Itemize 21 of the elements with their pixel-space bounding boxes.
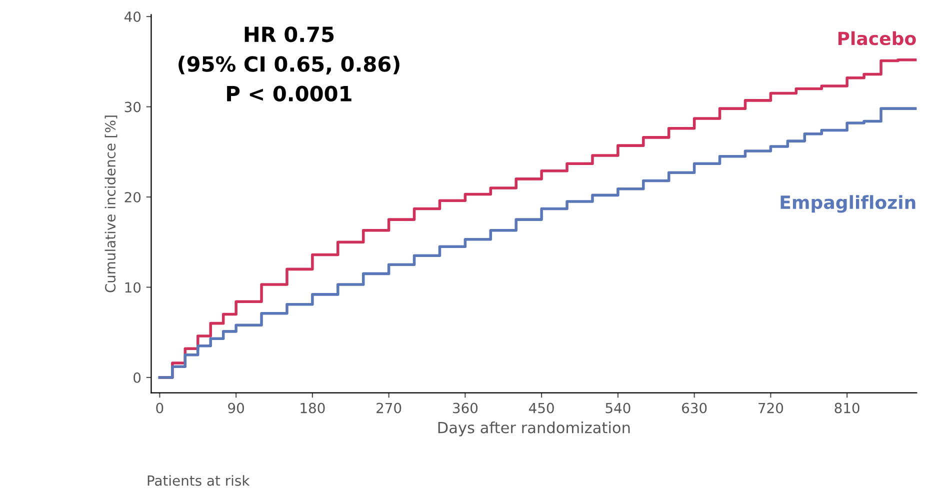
x-tick-label: 720 [758, 402, 784, 414]
x-tick-label: 90 [228, 402, 244, 414]
x-tick-label: 270 [376, 402, 402, 414]
y-tick-label: 10 [125, 282, 141, 293]
y-tick-label: 20 [124, 192, 141, 202]
x-tick-label: 450 [528, 402, 554, 414]
text: Patients at risk [148, 475, 250, 486]
y-axis-title: Cumulative incidence [%] [104, 116, 118, 292]
x-tick-label: 630 [682, 402, 707, 414]
annotation: HR 0.75 (95% CI 0.65, 0.86) P < 0.0001 [178, 26, 400, 102]
text: Empagliflozin [780, 195, 916, 213]
x-tick-label: 180 [300, 402, 325, 414]
x-tick-label: 810 [834, 402, 860, 414]
y-tick-label: 30 [124, 102, 141, 112]
x-axis-title: Days after randomization [438, 422, 630, 436]
y-tick-label: 40 [124, 12, 141, 22]
y-tick-label: 0 [134, 372, 141, 383]
x-tick-label: 360 [452, 402, 478, 414]
series-label: Placebo [838, 31, 916, 46]
x-tick-label: 540 [606, 402, 630, 414]
x-tick-label: 0 [156, 402, 164, 414]
